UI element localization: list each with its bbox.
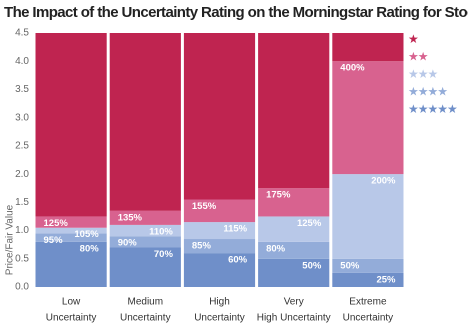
value-label: 125% — [297, 218, 322, 229]
y-tick-label: 0.0 — [15, 282, 29, 293]
y-tick-label: 1.0 — [15, 225, 29, 236]
bar-segment — [183, 222, 256, 240]
x-tick-label: Very — [284, 297, 304, 308]
bar-segment — [332, 33, 404, 62]
value-label: 80% — [80, 243, 100, 254]
y-tick-label: 2.0 — [15, 169, 29, 180]
x-tick-label: High — [209, 297, 230, 308]
value-label: 60% — [228, 255, 248, 266]
value-label: 135% — [118, 212, 143, 223]
value-label: 400% — [340, 63, 365, 74]
bar-segment — [183, 239, 256, 254]
legend-entry: ★★ — [408, 50, 428, 64]
y-tick-label: 0.5 — [15, 253, 29, 264]
x-tick-label: Medium — [128, 297, 164, 308]
bar-segment — [183, 33, 256, 200]
value-label: 115% — [223, 224, 247, 235]
bar-segment — [109, 236, 181, 248]
chart-title: The Impact of the Uncertainty Rating on … — [4, 4, 468, 21]
bar-segment — [109, 210, 181, 225]
value-label: 25% — [376, 274, 396, 285]
bar-segment — [183, 253, 256, 287]
legend-entry: ★★★★ — [408, 85, 447, 99]
x-tick-label: Uncertainty — [46, 313, 97, 324]
bar-segment — [109, 33, 181, 211]
bar-segment — [35, 33, 107, 217]
bar-segment — [109, 247, 181, 287]
value-label: 50% — [340, 260, 360, 271]
x-tick-label: Uncertainty — [343, 313, 394, 324]
bar-segment — [332, 272, 404, 287]
value-label: 125% — [44, 218, 69, 229]
value-label: 85% — [192, 241, 212, 252]
value-label: 90% — [118, 238, 138, 249]
y-tick-label: 4.5 — [15, 28, 29, 39]
y-tick-label: 2.5 — [15, 141, 29, 152]
y-tick-label: 3.5 — [15, 84, 29, 95]
bar-segment — [258, 258, 330, 287]
legend-entry: ★ — [408, 32, 418, 46]
bar-segment — [332, 174, 404, 259]
y-tick-label: 1.5 — [15, 197, 29, 208]
x-tick-label: Extreme — [349, 297, 387, 308]
bar-segment — [332, 61, 404, 175]
bar-segment — [35, 216, 107, 228]
value-label: 95% — [44, 235, 64, 246]
bar-segment — [183, 199, 256, 223]
x-tick-label: Low — [62, 297, 81, 308]
y-tick-label: 4.0 — [15, 56, 29, 67]
legend-entry: ★★★★★ — [408, 102, 457, 116]
value-label: 80% — [266, 243, 286, 254]
x-tick-label: High Uncertainty — [257, 313, 331, 324]
value-label: 50% — [302, 260, 322, 271]
value-label: 155% — [192, 201, 217, 212]
legend-entry: ★★★ — [408, 67, 438, 81]
value-label: 105% — [74, 229, 99, 240]
bar-segment — [258, 33, 330, 189]
value-label: 175% — [266, 190, 291, 201]
bar-segment — [332, 258, 404, 273]
value-label: 200% — [371, 176, 396, 187]
value-label: 110% — [149, 226, 173, 237]
bar-segment — [258, 216, 330, 242]
x-tick-label: Uncertainty — [194, 313, 245, 324]
value-label: 70% — [154, 249, 174, 260]
bar-segment — [258, 241, 330, 259]
bar-segment — [35, 241, 107, 287]
x-tick-label: Uncertainty — [120, 313, 171, 324]
y-tick-label: 3.0 — [15, 112, 29, 123]
bar-segment — [258, 188, 330, 217]
bar-segment — [109, 224, 181, 237]
y-axis-title: Price/Fair Value — [5, 204, 16, 275]
bar-segment — [35, 233, 107, 242]
bar-segment — [35, 227, 107, 234]
